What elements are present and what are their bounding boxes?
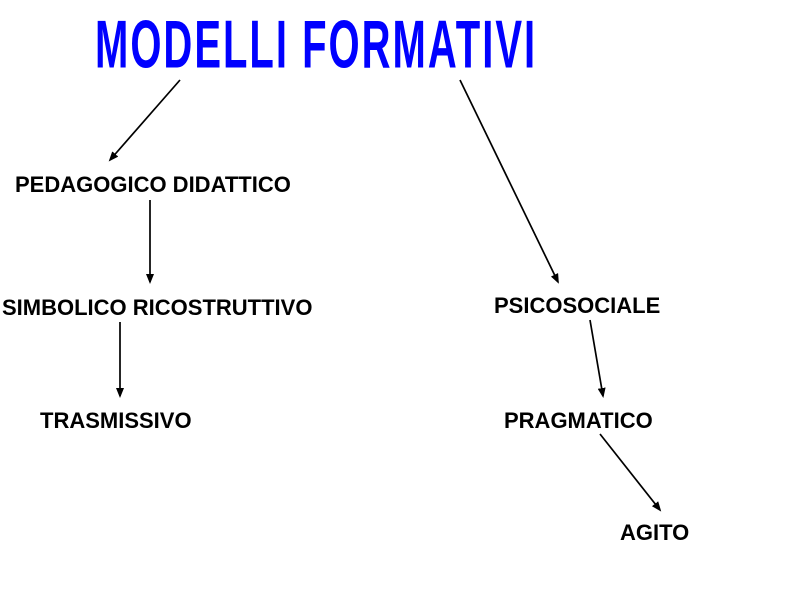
arrow xyxy=(590,320,603,396)
arrow xyxy=(460,80,558,282)
arrow xyxy=(600,434,660,510)
diagram-title: MODELLI FORMATIVI xyxy=(95,8,537,85)
label-psicosociale: PSICOSOCIALE xyxy=(494,293,660,319)
label-trasmissivo: TRASMISSIVO xyxy=(40,408,192,434)
label-pragmatico: PRAGMATICO xyxy=(504,408,653,434)
arrow xyxy=(110,80,180,160)
label-agito: AGITO xyxy=(620,520,689,546)
label-pedagogico: PEDAGOGICO DIDATTICO xyxy=(15,172,291,198)
label-simbolico: SIMBOLICO RICOSTRUTTIVO xyxy=(2,295,312,321)
